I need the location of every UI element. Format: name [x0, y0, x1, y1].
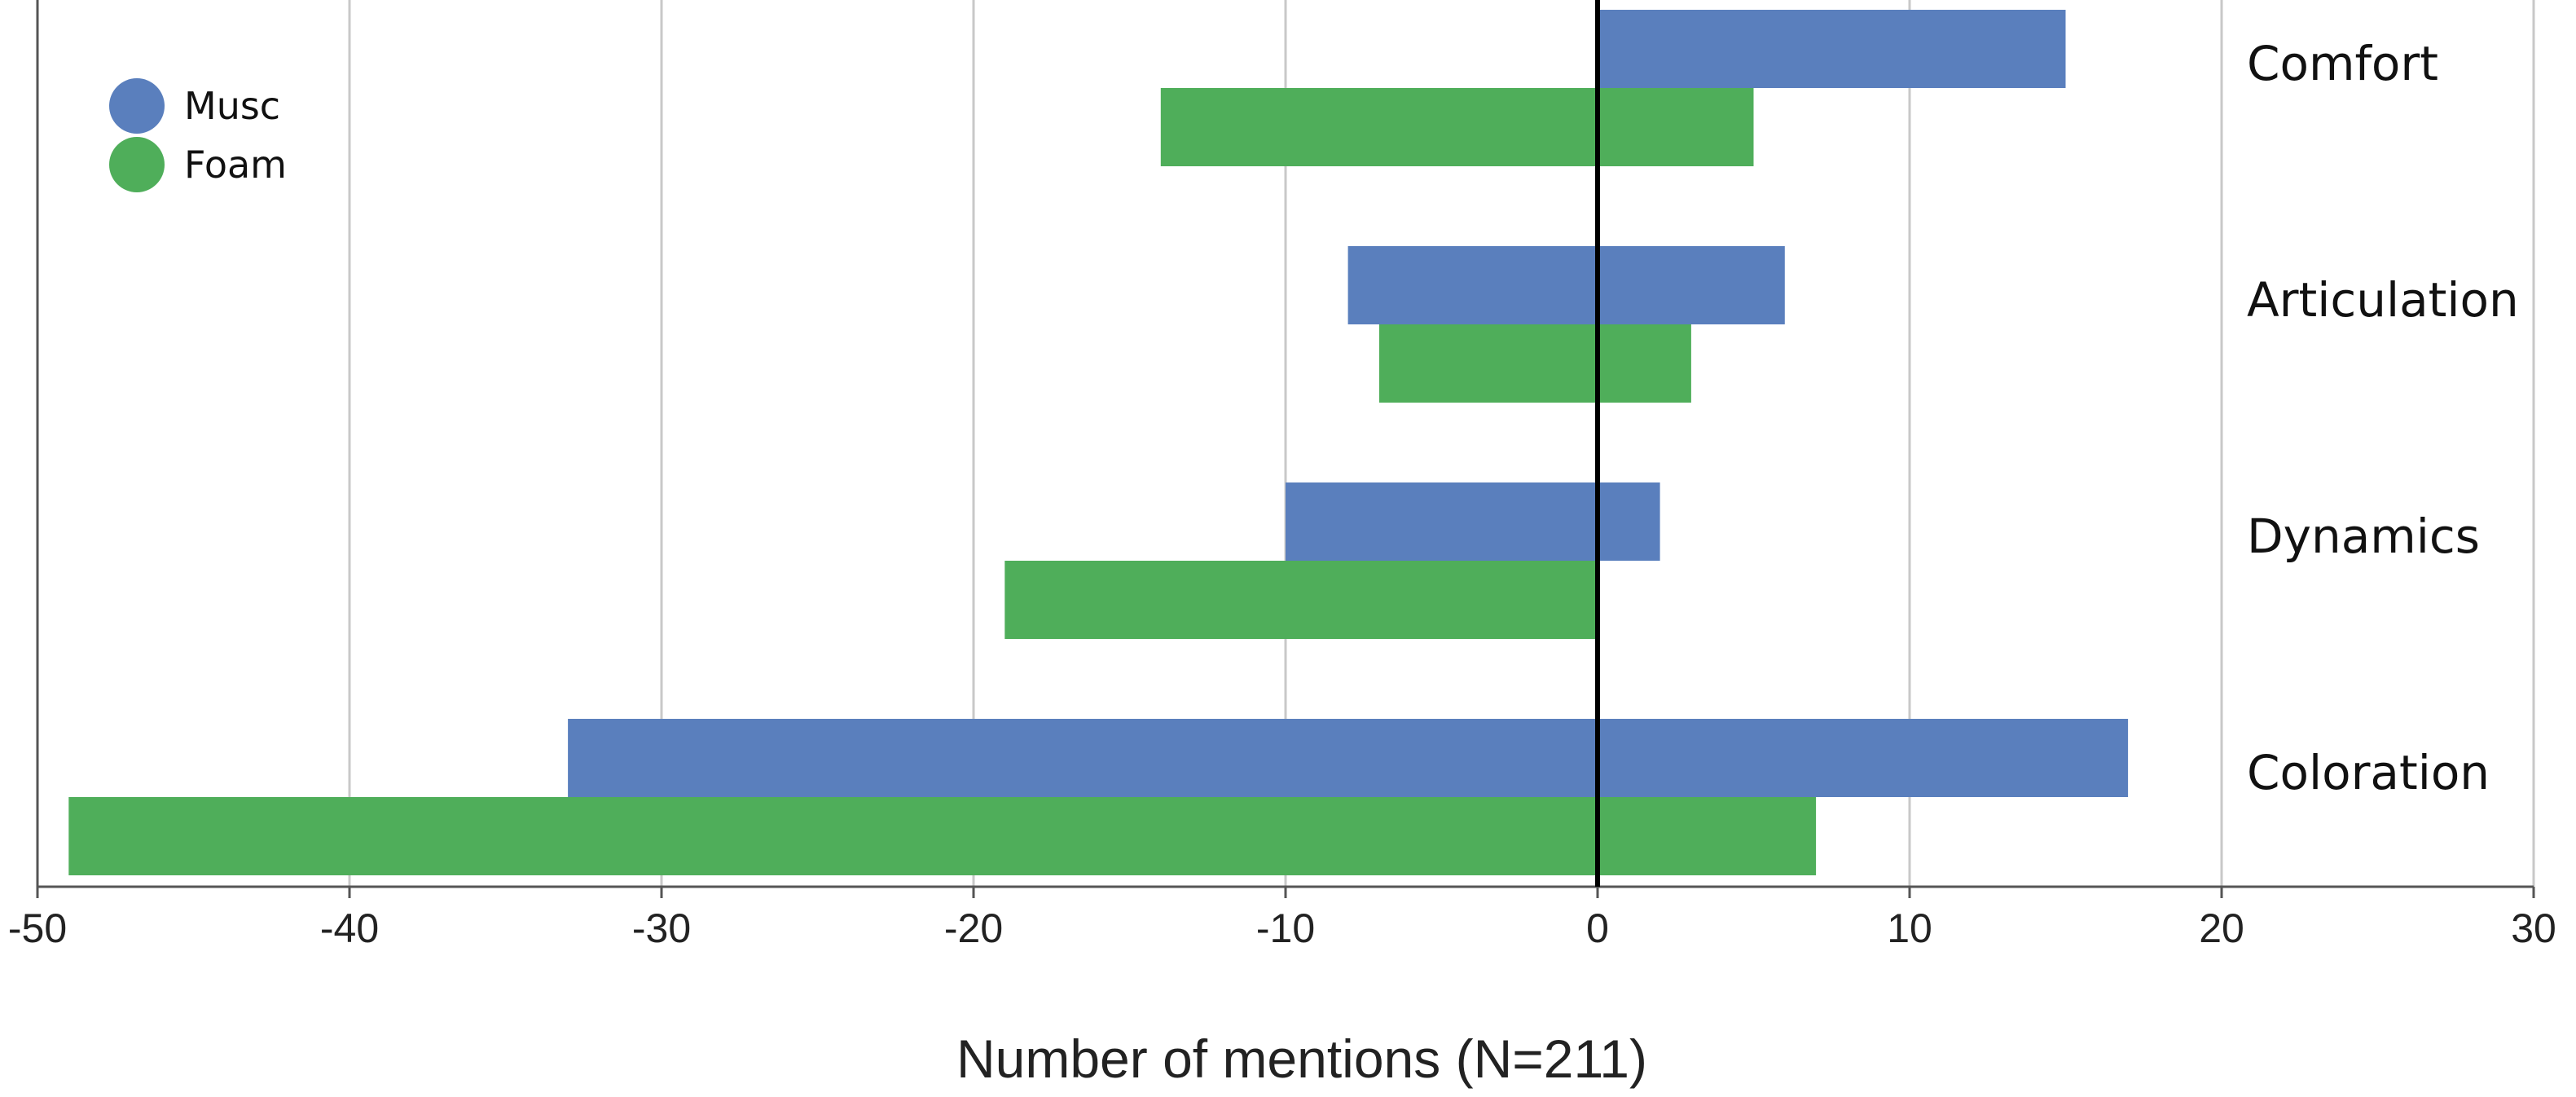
category-label: Comfort	[2247, 36, 2438, 91]
bar-negative	[1347, 246, 1598, 324]
legend-swatch	[109, 78, 165, 134]
category-labels: Comfort Articulation Dynamics Coloration	[2247, 36, 2519, 800]
legend-label: Foam	[184, 143, 287, 187]
bar-negative	[1286, 482, 1598, 561]
category-label: Coloration	[2247, 745, 2490, 800]
bar-negative	[68, 797, 1598, 875]
bar-positive	[1598, 246, 1785, 324]
x-axis-title: Number of mentions (N=211)	[956, 1029, 1647, 1089]
bar-positive	[1598, 797, 1817, 875]
legend: Musc Foam	[109, 78, 287, 192]
bar-positive	[1598, 10, 2066, 88]
bar-positive	[1598, 88, 1754, 166]
x-tick-label: 10	[1887, 905, 1932, 951]
bar-positive	[1598, 482, 1660, 561]
x-tick-label: 20	[2199, 905, 2244, 951]
category-label: Dynamics	[2247, 509, 2480, 564]
x-tick-label: -50	[8, 905, 67, 951]
x-tick-label: -30	[632, 905, 691, 951]
x-tick-label: 30	[2511, 905, 2556, 951]
bar-negative	[1004, 561, 1598, 639]
bar-negative	[1160, 88, 1598, 166]
legend-label: Musc	[184, 84, 280, 128]
bar-positive	[1598, 719, 2129, 797]
bars	[68, 10, 2129, 875]
x-tick-label: -10	[1256, 905, 1315, 951]
category-label: Articulation	[2247, 272, 2519, 328]
legend-swatch	[109, 137, 165, 192]
x-tick-label: -20	[944, 905, 1003, 951]
bar-positive	[1598, 324, 1691, 403]
bar-negative	[568, 719, 1598, 797]
axes: -50 -40 -30 -20 -10 0 10 20 30	[8, 0, 2556, 951]
bar-negative	[1378, 324, 1598, 403]
x-tick-label: 0	[1586, 905, 1609, 951]
x-tick-label: -40	[320, 905, 379, 951]
